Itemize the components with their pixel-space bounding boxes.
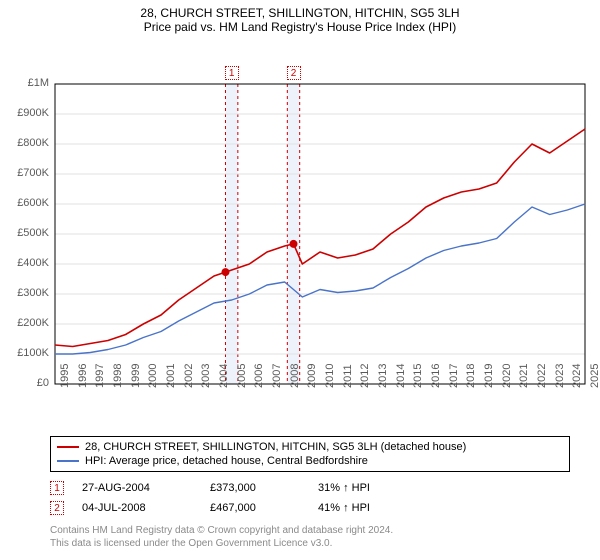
sale-badge: 1 bbox=[50, 481, 64, 495]
x-tick-label: 2007 bbox=[271, 364, 283, 388]
x-tick-label: 2002 bbox=[183, 364, 195, 388]
x-tick-label: 2009 bbox=[306, 364, 318, 388]
x-tick-label: 2003 bbox=[200, 364, 212, 388]
x-tick-label: 2013 bbox=[377, 364, 389, 388]
x-tick-label: 2019 bbox=[483, 364, 495, 388]
series-price_paid bbox=[55, 129, 585, 347]
y-tick-label: £900K bbox=[0, 107, 49, 119]
sale-vs-hpi: 31% ↑ HPI bbox=[318, 482, 370, 494]
y-tick-label: £0 bbox=[0, 377, 49, 389]
sale-price: £373,000 bbox=[210, 482, 300, 494]
legend-swatch bbox=[57, 446, 79, 448]
sale-marker-1 bbox=[221, 268, 229, 276]
x-tick-label: 1995 bbox=[59, 364, 71, 388]
x-tick-label: 1998 bbox=[112, 364, 124, 388]
footer-attribution: Contains HM Land Registry data © Crown c… bbox=[50, 524, 570, 550]
x-tick-label: 1997 bbox=[94, 364, 106, 388]
legend-row-1: 28, CHURCH STREET, SHILLINGTON, HITCHIN,… bbox=[57, 440, 563, 454]
footer-line-2: This data is licensed under the Open Gov… bbox=[50, 537, 570, 550]
sale-row-2: 2 04-JUL-2008 £467,000 41% ↑ HPI bbox=[50, 498, 570, 518]
y-tick-label: £200K bbox=[0, 317, 49, 329]
y-tick-label: £1M bbox=[0, 77, 49, 89]
sale-marker-2 bbox=[290, 240, 298, 248]
x-tick-label: 2001 bbox=[165, 364, 177, 388]
x-tick-label: 2000 bbox=[147, 364, 159, 388]
legend-label: 28, CHURCH STREET, SHILLINGTON, HITCHIN,… bbox=[85, 441, 466, 453]
x-tick-label: 2021 bbox=[518, 364, 530, 388]
x-tick-label: 1996 bbox=[77, 364, 89, 388]
sale-date: 27-AUG-2004 bbox=[82, 482, 192, 494]
y-tick-label: £400K bbox=[0, 257, 49, 269]
series-hpi bbox=[55, 204, 585, 354]
x-tick-label: 2023 bbox=[554, 364, 566, 388]
chart-svg bbox=[0, 38, 600, 386]
x-tick-label: 2014 bbox=[395, 364, 407, 388]
sale-date: 04-JUL-2008 bbox=[82, 502, 192, 514]
x-tick-label: 2015 bbox=[412, 364, 424, 388]
legend-swatch bbox=[57, 460, 79, 462]
x-tick-label: 2006 bbox=[253, 364, 265, 388]
x-tick-label: 2017 bbox=[448, 364, 460, 388]
x-tick-label: 2010 bbox=[324, 364, 336, 388]
y-tick-label: £800K bbox=[0, 137, 49, 149]
chart-title: 28, CHURCH STREET, SHILLINGTON, HITCHIN,… bbox=[0, 0, 600, 20]
y-tick-label: £600K bbox=[0, 197, 49, 209]
sales-table: 1 27-AUG-2004 £373,000 31% ↑ HPI 2 04-JUL-200… bbox=[50, 478, 570, 518]
x-tick-label: 1999 bbox=[130, 364, 142, 388]
sale-badge: 2 bbox=[50, 501, 64, 515]
sale-band-badge-2: 2 bbox=[287, 66, 301, 80]
chart-subtitle: Price paid vs. HM Land Registry's House … bbox=[0, 20, 600, 38]
x-tick-label: 2022 bbox=[536, 364, 548, 388]
y-tick-label: £700K bbox=[0, 167, 49, 179]
legend-box: 28, CHURCH STREET, SHILLINGTON, HITCHIN,… bbox=[50, 436, 570, 472]
legend-label: HPI: Average price, detached house, Cent… bbox=[85, 455, 368, 467]
x-tick-label: 2018 bbox=[465, 364, 477, 388]
x-tick-label: 2012 bbox=[359, 364, 371, 388]
sale-band-badge-1: 1 bbox=[225, 66, 239, 80]
y-tick-label: £500K bbox=[0, 227, 49, 239]
sale-row-1: 1 27-AUG-2004 £373,000 31% ↑ HPI bbox=[50, 478, 570, 498]
x-tick-label: 2025 bbox=[589, 364, 600, 388]
x-tick-label: 2020 bbox=[501, 364, 513, 388]
x-tick-label: 2024 bbox=[571, 364, 583, 388]
chart-area: 1 2 £0 £100K £200K £300K £400K £500K £600K £700K £… bbox=[0, 38, 600, 430]
x-tick-label: 2005 bbox=[236, 364, 248, 388]
x-tick-label: 2016 bbox=[430, 364, 442, 388]
x-tick-label: 2008 bbox=[289, 364, 301, 388]
sale-vs-hpi: 41% ↑ HPI bbox=[318, 502, 370, 514]
sale-price: £467,000 bbox=[210, 502, 300, 514]
x-tick-label: 2004 bbox=[218, 364, 230, 388]
y-tick-label: £100K bbox=[0, 347, 49, 359]
x-tick-label: 2011 bbox=[342, 364, 354, 388]
legend-row-2: HPI: Average price, detached house, Cent… bbox=[57, 454, 563, 468]
y-tick-label: £300K bbox=[0, 287, 49, 299]
footer-line-1: Contains HM Land Registry data © Crown c… bbox=[50, 524, 570, 537]
